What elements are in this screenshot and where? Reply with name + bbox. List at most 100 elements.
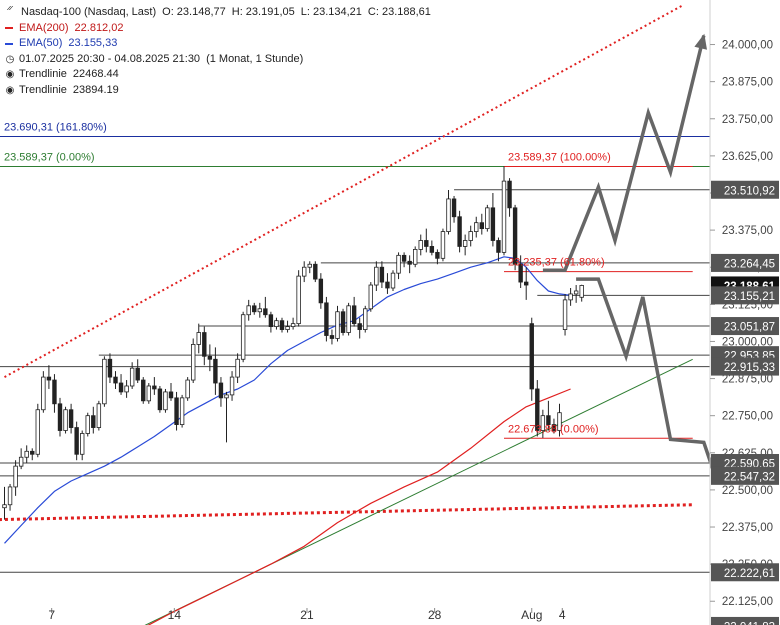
candle-body — [424, 240, 429, 247]
candle-body — [152, 385, 157, 390]
candle-body — [340, 311, 346, 333]
chart-legend: 𝄓 Nasdaq-100 (Nasdaq, Last) O: 23.148,77… — [5, 5, 437, 98]
price-axis[interactable]: 24.000,00 23.875,00 23.750,00 23.625,00 23.5… — [710, 0, 780, 625]
candle-body — [85, 415, 90, 434]
candle-body — [301, 266, 307, 277]
candle — [462, 234, 468, 256]
candle-body — [474, 222, 479, 232]
candle-body — [535, 388, 540, 431]
candle-body — [290, 323, 296, 328]
candle — [562, 293, 568, 336]
legend-trendline1-row[interactable]: ◉ Trendlinie 22468.44 — [5, 67, 437, 83]
ema200-value: 22.812,02 — [74, 21, 124, 34]
candle — [2, 486, 7, 520]
candle — [224, 391, 229, 443]
price-axis-background — [711, 0, 780, 625]
legend-open: O: 23.148,77 — [162, 6, 226, 18]
price-tag: 22.915,33 — [711, 357, 779, 376]
candle-body — [135, 367, 140, 381]
candle — [313, 261, 318, 283]
candle-body — [435, 251, 440, 259]
candle — [324, 296, 329, 342]
candle-body — [24, 450, 29, 458]
price-axis-label: 22.750,00 — [722, 411, 773, 423]
candle-body — [440, 231, 446, 259]
candle-body — [268, 314, 274, 328]
ema200-line — [147, 388, 571, 625]
candle — [418, 234, 423, 256]
candle — [329, 329, 335, 345]
candle-body — [485, 207, 490, 230]
candle-body — [363, 308, 368, 330]
candle — [290, 317, 296, 330]
legend-ema50-row[interactable]: EMA(50) 23.155,33 — [5, 36, 437, 52]
candle — [396, 252, 401, 280]
candle-body — [2, 504, 7, 509]
price-tag: 23.264,45 — [711, 253, 779, 272]
price-axis-label: 22.875,00 — [722, 374, 773, 386]
candle — [524, 267, 529, 300]
candle-body — [63, 409, 68, 431]
candle — [35, 403, 40, 458]
level-label: 23.589,37 (100.00%) — [508, 151, 611, 163]
level-label: 23.589,37 (0.00%) — [4, 151, 95, 163]
candle — [440, 228, 446, 262]
candle-body — [30, 450, 35, 455]
candle — [118, 374, 124, 395]
legend-range-resolution: (1 Monat, 1 Stunde) — [206, 52, 304, 65]
candle — [263, 296, 268, 318]
candle — [179, 394, 185, 428]
candle-body — [57, 403, 63, 431]
legend-ohlc-row: 𝄓 Nasdaq-100 (Nasdaq, Last) O: 23.148,77… — [5, 5, 437, 21]
candle — [213, 347, 218, 395]
legend-trendline2-row[interactable]: ◉ Trendlinie 23894.19 — [5, 83, 437, 99]
candle-body — [252, 305, 257, 313]
candle — [518, 255, 523, 289]
candle — [274, 317, 279, 330]
candle — [190, 338, 196, 384]
target-icon: ◉ — [5, 69, 15, 80]
trendline2-label: Trendlinie — [19, 83, 67, 96]
legend-title: Nasdaq-100 (Nasdaq, Last) — [21, 6, 157, 18]
price-axis-label: 24.000,00 — [722, 40, 773, 52]
candle-body — [113, 376, 118, 384]
price-axis-label: 22.125,00 — [722, 596, 773, 608]
legend-range: 01.07.2025 20:30 - 04.08.2025 21:30 — [19, 52, 201, 65]
candle-body — [324, 302, 329, 336]
candle-body — [446, 198, 451, 232]
candle — [474, 216, 479, 238]
candle-body — [573, 290, 579, 295]
candle — [529, 317, 534, 401]
legend-ema200-row[interactable]: EMA(200) 22.812,02 — [5, 21, 437, 37]
candle-body — [246, 305, 251, 316]
candle-body — [68, 409, 74, 428]
candle-body — [52, 379, 57, 405]
candle — [107, 353, 113, 384]
candle — [457, 210, 462, 253]
ema200-swatch — [5, 27, 13, 30]
candle — [41, 371, 46, 413]
candle — [385, 273, 390, 294]
candle-body — [512, 207, 518, 265]
time-axis[interactable]: 7 14 21 28 Aug 4 — [48, 608, 566, 622]
candle — [46, 365, 52, 389]
candle-body — [507, 180, 512, 209]
price-tag-box — [711, 253, 779, 272]
candle-body — [41, 376, 46, 411]
candle-body — [7, 486, 13, 506]
candle-body — [185, 379, 190, 399]
candle — [279, 317, 285, 333]
ema50-line — [4, 256, 571, 544]
candle — [412, 246, 418, 268]
price-tag-label: 22.547,32 — [724, 471, 775, 483]
arrow-head-up-path — [694, 33, 707, 50]
price-tag-box — [711, 317, 779, 336]
candle — [296, 270, 301, 327]
candle-body — [168, 391, 174, 399]
candle — [7, 483, 13, 511]
legend-low: L: 23.134,21 — [300, 6, 362, 18]
candle-body — [496, 240, 501, 253]
candle-body — [157, 388, 163, 411]
price-axis-label: 23.625,00 — [722, 151, 773, 163]
